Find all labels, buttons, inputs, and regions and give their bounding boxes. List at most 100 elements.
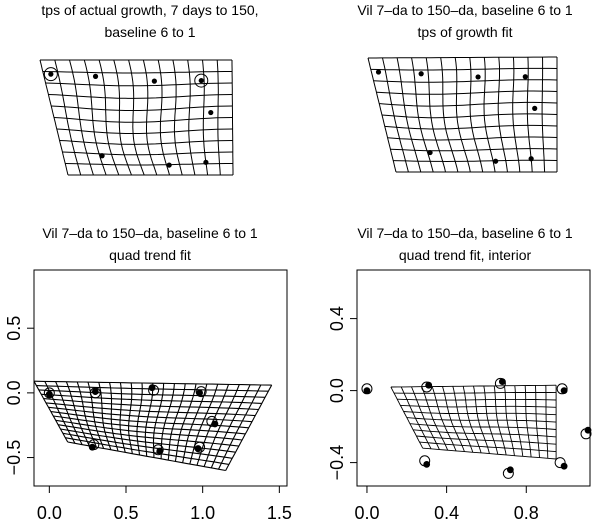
deformation-grid (367, 56, 558, 173)
panel-title-line-1: Vil 7–da to 150–da, baseline 6 to 1 (357, 2, 573, 18)
landmark-point (425, 381, 433, 389)
grid-line-horizontal (53, 415, 246, 435)
fitted-point (494, 377, 506, 389)
grid-line-horizontal (65, 437, 230, 465)
landmark-point (493, 158, 499, 164)
landmark-point (196, 389, 204, 397)
landmark-point (560, 462, 568, 470)
fitted-point (195, 386, 207, 398)
plot-frame (356, 269, 591, 487)
panel-top-right: Vil 7–da to 150–da, baseline 6 to 1 tps … (357, 2, 573, 173)
y-tick-label: 0.5 (4, 316, 24, 341)
landmark-point (194, 445, 202, 452)
grid-line-vertical (187, 59, 196, 176)
grid-line-vertical (512, 57, 521, 173)
landmark-point (363, 387, 371, 394)
grid-line-vertical (113, 59, 132, 176)
landmark-point (506, 466, 514, 474)
grid-line-vertical (526, 57, 533, 173)
grid-line-horizontal (373, 79, 558, 83)
grid-line-vertical (119, 382, 126, 453)
fitted-point (556, 383, 568, 395)
grid-line-horizontal (393, 392, 557, 394)
x-tick-label: 1.5 (267, 503, 292, 523)
grid-line-horizontal (53, 117, 233, 123)
fitted-point (554, 457, 566, 469)
landmark-point (532, 105, 538, 111)
grid-line-horizontal (62, 151, 233, 156)
landmark-point (498, 378, 506, 385)
grid-line-horizontal (51, 105, 233, 111)
x-tick-label: 0.4 (434, 503, 459, 523)
grid-line-horizontal (42, 71, 233, 74)
panel-title-line-1: Vil 7–da to 150–da, baseline 6 to 1 (357, 225, 573, 241)
x-tick-label: 0.5 (113, 503, 138, 523)
grid-line-vertical (225, 384, 273, 471)
x-tick-label: 0.0 (37, 503, 62, 523)
grid-line-vertical (157, 59, 170, 176)
grid-line-vertical (128, 59, 145, 176)
grid-line-horizontal (406, 417, 557, 423)
y-tick-label: 0.0 (4, 380, 24, 405)
landmark-point (91, 388, 99, 395)
grid-line-horizontal (403, 411, 557, 416)
landmark-point (423, 461, 431, 468)
grid-line-horizontal (370, 67, 558, 71)
grid-line-vertical (172, 59, 183, 176)
landmark-point (203, 159, 209, 165)
grid-line-horizontal (384, 124, 558, 130)
panel-title-line-2: quad trend fit, interior (399, 247, 532, 263)
landmark-point (88, 443, 96, 451)
grid-line-horizontal (397, 398, 557, 401)
x-tick-label: 1.0 (190, 503, 215, 523)
y-tick-label: −0.4 (327, 445, 347, 481)
grid-line-vertical (469, 57, 484, 173)
grid-line-horizontal (390, 148, 558, 152)
fitted-point (421, 381, 433, 393)
grid-line-horizontal (55, 419, 243, 441)
panel-title-line-2: tps of growth fit (418, 24, 513, 40)
axes: 0.0 0.4 0.8 −0.4 0.0 0.4 (327, 306, 539, 523)
landmark-point (427, 149, 433, 156)
grid-line-horizontal (376, 90, 558, 95)
grid-line-horizontal (33, 380, 272, 386)
grid-line-horizontal (413, 429, 557, 438)
grid-line-horizontal (58, 424, 239, 447)
grid-line-vertical (69, 59, 94, 176)
deformation-grid (361, 377, 592, 479)
y-tick-label: 0.4 (327, 306, 347, 331)
landmark-point (584, 426, 592, 434)
grid-line-horizontal (59, 140, 233, 145)
landmark-point (198, 77, 204, 84)
grid-line-horizontal (416, 435, 557, 445)
grid-line-vertical (514, 385, 524, 457)
fitted-point (43, 387, 55, 399)
landmark-point (151, 78, 157, 84)
landmark-circle (43, 67, 58, 82)
panel-title-line-1: Vil 7–da to 150–da, baseline 6 to 1 (42, 225, 258, 241)
grid-line-horizontal (48, 94, 233, 99)
grid-line-horizontal (400, 404, 557, 408)
y-tick-label: −0.5 (4, 440, 24, 476)
panel-title-line-2: quad trend fit (109, 247, 191, 263)
landmark-point (375, 69, 382, 75)
panel-title-line-1: tps of actual growth, 7 days to 150, (41, 2, 258, 18)
grid-line-horizontal (56, 128, 233, 134)
grid-line-vertical (142, 59, 158, 176)
panel-top-left: tps of actual growth, 7 days to 150, bas… (39, 2, 259, 176)
grid-line-horizontal (422, 447, 557, 460)
grid-line-vertical (452, 386, 474, 453)
grid-line-horizontal (368, 56, 557, 59)
grid-line-horizontal (387, 136, 558, 141)
landmark-point (99, 153, 105, 159)
x-tick-label: 0.8 (514, 503, 539, 523)
grid-line-horizontal (409, 423, 557, 430)
x-tick-label: 0.0 (354, 503, 379, 523)
landmark-point (148, 384, 156, 392)
landmark-circle (194, 73, 209, 88)
landmark-point (208, 109, 214, 116)
deformation-grid (33, 380, 273, 472)
grid-line-vertical (396, 57, 422, 173)
landmark-point (166, 162, 172, 168)
landmark-point (45, 390, 53, 398)
